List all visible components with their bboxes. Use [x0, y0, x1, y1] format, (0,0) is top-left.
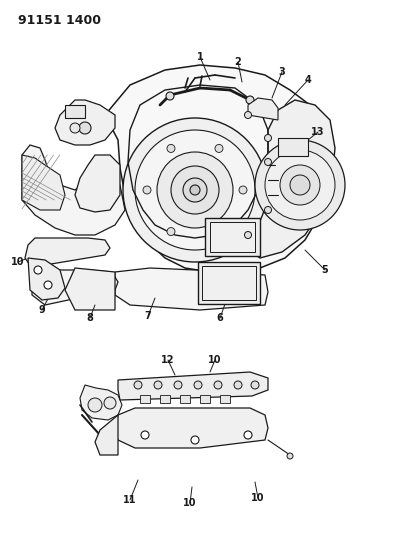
Polygon shape: [22, 145, 125, 235]
Circle shape: [167, 144, 175, 152]
Text: 91151 1400: 91151 1400: [18, 14, 101, 27]
Bar: [202, 266, 256, 300]
Text: 3: 3: [279, 67, 286, 77]
Circle shape: [194, 381, 202, 389]
Polygon shape: [32, 270, 118, 305]
Bar: [160, 395, 170, 403]
Polygon shape: [115, 268, 268, 310]
Circle shape: [79, 122, 91, 134]
Circle shape: [234, 381, 242, 389]
Polygon shape: [22, 155, 65, 210]
Circle shape: [251, 381, 259, 389]
Bar: [198, 262, 260, 304]
Circle shape: [290, 175, 310, 195]
Circle shape: [190, 185, 200, 195]
Polygon shape: [105, 65, 330, 272]
Circle shape: [154, 381, 162, 389]
Circle shape: [265, 150, 335, 220]
Circle shape: [265, 134, 272, 141]
Polygon shape: [75, 155, 120, 212]
Bar: [140, 395, 150, 403]
Polygon shape: [65, 105, 85, 118]
Circle shape: [244, 431, 252, 439]
Text: 10: 10: [11, 257, 25, 267]
Text: 12: 12: [161, 355, 175, 365]
Circle shape: [123, 118, 267, 262]
Circle shape: [215, 144, 223, 152]
Circle shape: [191, 436, 199, 444]
Circle shape: [143, 186, 151, 194]
Bar: [278, 138, 308, 156]
Text: 6: 6: [217, 313, 223, 323]
Circle shape: [215, 228, 223, 236]
Text: 10: 10: [183, 498, 197, 508]
Polygon shape: [95, 415, 118, 455]
Circle shape: [265, 206, 272, 214]
Polygon shape: [248, 100, 335, 258]
Circle shape: [214, 381, 222, 389]
Circle shape: [171, 166, 219, 214]
Bar: [205, 218, 260, 256]
Circle shape: [246, 96, 254, 104]
Polygon shape: [115, 408, 268, 448]
Circle shape: [244, 111, 251, 118]
Circle shape: [244, 231, 251, 238]
Polygon shape: [55, 100, 115, 145]
Circle shape: [135, 130, 255, 250]
Text: 13: 13: [311, 127, 325, 137]
Polygon shape: [28, 258, 65, 300]
Text: 5: 5: [322, 265, 328, 275]
Text: 11: 11: [123, 495, 137, 505]
Polygon shape: [80, 385, 122, 420]
Text: 10: 10: [208, 355, 222, 365]
Text: 8: 8: [87, 313, 93, 323]
Text: 2: 2: [234, 57, 242, 67]
Text: 7: 7: [145, 311, 151, 321]
Text: 10: 10: [251, 493, 265, 503]
Circle shape: [141, 431, 149, 439]
Text: 4: 4: [305, 75, 311, 85]
Circle shape: [104, 397, 116, 409]
Circle shape: [88, 398, 102, 412]
Circle shape: [166, 92, 174, 100]
Text: 9: 9: [39, 305, 46, 315]
Polygon shape: [118, 372, 268, 400]
Text: 1: 1: [197, 52, 204, 62]
Circle shape: [157, 152, 233, 228]
Circle shape: [44, 281, 52, 289]
Polygon shape: [25, 238, 110, 265]
Bar: [180, 395, 190, 403]
Circle shape: [239, 186, 247, 194]
Bar: [220, 395, 230, 403]
Circle shape: [34, 266, 42, 274]
Circle shape: [134, 381, 142, 389]
Circle shape: [70, 123, 80, 133]
Circle shape: [287, 453, 293, 459]
Circle shape: [265, 158, 272, 166]
Circle shape: [280, 165, 320, 205]
Circle shape: [167, 228, 175, 236]
Circle shape: [183, 178, 207, 202]
Bar: [210, 222, 255, 252]
Polygon shape: [65, 268, 115, 310]
Circle shape: [255, 140, 345, 230]
Bar: [200, 395, 210, 403]
Circle shape: [174, 381, 182, 389]
Polygon shape: [248, 98, 278, 120]
